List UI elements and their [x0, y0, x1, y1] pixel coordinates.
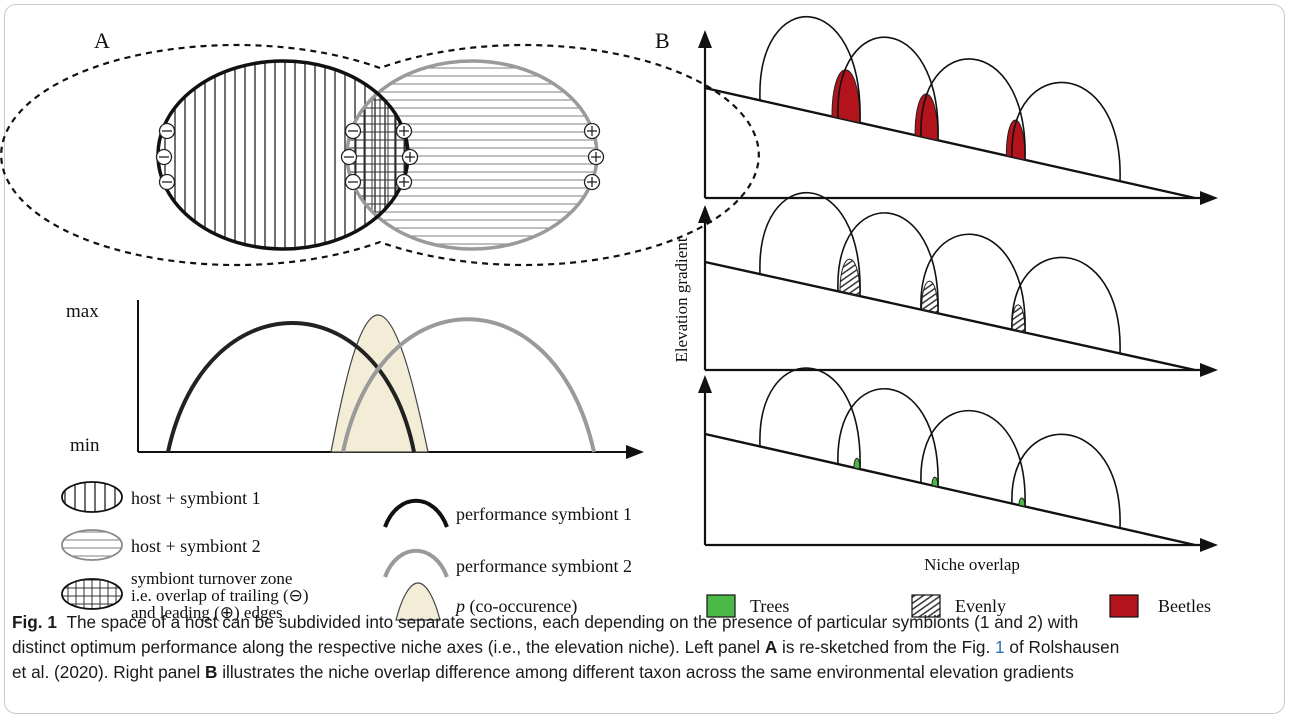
- panel-b-label: B: [655, 28, 670, 53]
- legend-perf1-text: performance symbiont 1: [456, 504, 632, 524]
- legend-symbiont2-swatch: [61, 529, 123, 561]
- performance-symbiont2-curve: [341, 317, 596, 453]
- legend-evenly-swatch: [911, 594, 941, 618]
- overlap-fill: [831, 69, 861, 124]
- niche-dome: [837, 36, 939, 141]
- overlap-subpanel: [698, 191, 1218, 377]
- overlap-fill: [853, 457, 861, 470]
- legend-turnover-swatch: [61, 578, 123, 610]
- legend-turnover-line3: and leading (⊕) edges: [131, 603, 283, 622]
- niche-dome: [1011, 81, 1121, 182]
- symbiont2-fill: [347, 61, 597, 249]
- niche-dome: [1011, 256, 1121, 354]
- niche-ellipse-diagram: [0, 43, 760, 267]
- overlap-subpanel: [698, 15, 1218, 205]
- panel-b-xlabel: Niche overlap: [924, 555, 1020, 574]
- performance-plot: max min: [66, 300, 644, 459]
- niche-dome: [759, 191, 861, 297]
- host-dashed-outline: [0, 43, 760, 267]
- caption-fig-label: Fig. 1: [12, 612, 57, 632]
- niche-dome: [920, 409, 1026, 507]
- overlap-fill: [914, 93, 939, 141]
- niche-dome: [759, 15, 861, 123]
- performance-symbiont1-curve: [166, 321, 416, 453]
- figure-caption: Fig. 1 The space of a host can be subdiv…: [12, 612, 1120, 682]
- legend-perf1-swatch: [383, 498, 449, 528]
- legend-symbiont2-text: host + symbiont 2: [131, 536, 261, 556]
- caption-fig-reference-link[interactable]: 1: [995, 637, 1005, 657]
- niche-dome: [837, 387, 939, 487]
- niche-dome: [920, 58, 1026, 160]
- overlap-fill: [839, 258, 861, 297]
- figure-frame: [4, 4, 1285, 714]
- legend-evenly-text: Evenly: [955, 596, 1006, 616]
- overlap-fill: [1018, 497, 1026, 508]
- legend-beetles-swatch: [1109, 594, 1139, 618]
- overlap-fill: [1005, 119, 1026, 161]
- axis-min-label: min: [70, 435, 100, 456]
- minus-marker: [155, 122, 362, 191]
- niche-dome: [759, 367, 861, 470]
- legend-turnover-line1: symbiont turnover zone: [131, 569, 292, 588]
- legend-symbiont1-swatch: [61, 481, 123, 513]
- niche-overlap-panels: [698, 15, 1218, 552]
- legend-trees-text: Trees: [750, 596, 789, 616]
- overlap-subpanel: [698, 367, 1218, 552]
- legend-turnover-line2: i.e. overlap of trailing (⊖): [131, 586, 309, 605]
- niche-dome: [920, 233, 1026, 333]
- legend-co-occurrence-text: p (co-occurence): [454, 596, 577, 617]
- axis-max-label: max: [66, 301, 99, 322]
- overlap-fill: [931, 476, 939, 488]
- legend-symbiont1-text: host + symbiont 1: [131, 488, 261, 508]
- overlap-fill: [921, 280, 939, 314]
- legend-co-occurrence-swatch: [395, 582, 441, 621]
- niche-dome: [1011, 433, 1121, 529]
- legend-perf2-swatch: [383, 548, 449, 578]
- panel-a-label: A: [94, 28, 110, 53]
- legend-beetles-text: Beetles: [1158, 596, 1211, 616]
- panel-a-legend: host + symbiont 1 host + symbiont 2 symb…: [61, 481, 632, 622]
- plus-marker: [395, 122, 605, 191]
- panel-b-ylabel: Elevation gradient: [672, 237, 691, 362]
- symbiont1-fill: [158, 61, 408, 249]
- legend-perf2-text: performance symbiont 2: [456, 556, 632, 576]
- legend-trees-swatch: [706, 594, 736, 618]
- panel-b-legend: Trees Evenly Beetles: [706, 594, 1211, 618]
- niche-dome: [837, 212, 939, 314]
- x-axis-arrow: [626, 445, 644, 459]
